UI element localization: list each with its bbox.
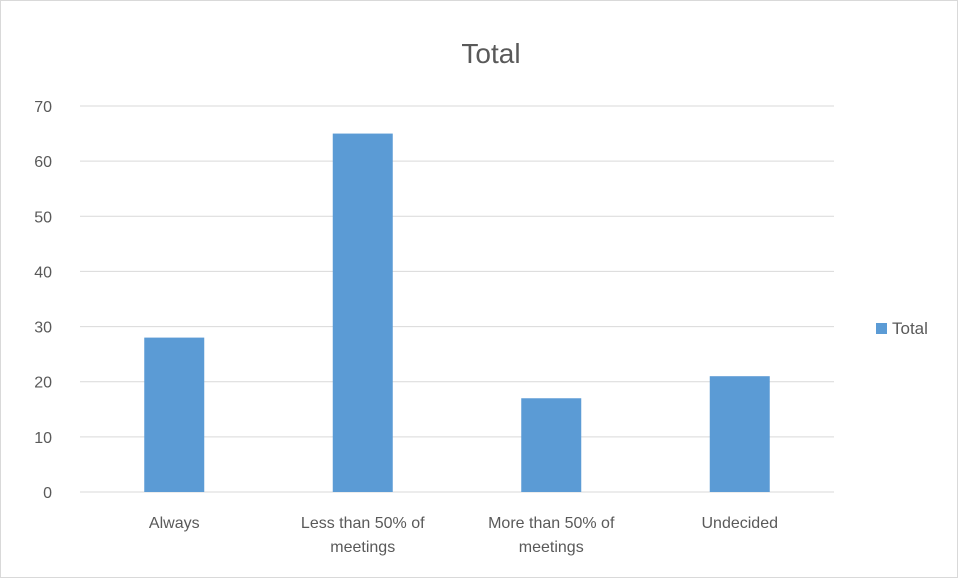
legend-swatch [876,323,887,334]
bar [521,398,582,492]
bar [144,337,205,492]
legend-label-total: Total [892,319,928,338]
y-tick-label: 20 [34,375,52,392]
y-tick-label: 0 [43,485,52,502]
bar [332,133,393,493]
x-category-label: More than 50% of meetings [488,515,615,556]
bar [709,376,770,492]
y-tick-label: 10 [34,430,52,447]
x-category-label: Always [149,515,200,532]
y-tick-label: 60 [34,154,52,171]
bars [144,133,770,493]
x-category-label: Undecided [702,515,779,532]
x-category-label-line: Undecided [702,515,779,532]
x-category-label-line: meetings [330,539,395,556]
legend: Total [876,319,928,338]
y-tick-label: 30 [34,320,52,337]
chart-title: Total [461,38,520,69]
x-category-label-line: meetings [519,539,584,556]
x-category-label-line: Less than 50% of [301,515,425,532]
x-category-label-line: More than 50% of [488,515,615,532]
y-axis-ticks: 0 10 20 30 40 50 60 70 [34,99,52,502]
y-tick-label: 70 [34,99,52,116]
y-tick-label: 50 [34,209,52,226]
gridlines [80,105,834,493]
x-category-label: Less than 50% of meetings [301,515,425,556]
x-category-label-line: Always [149,515,200,532]
y-tick-label: 40 [34,264,52,281]
